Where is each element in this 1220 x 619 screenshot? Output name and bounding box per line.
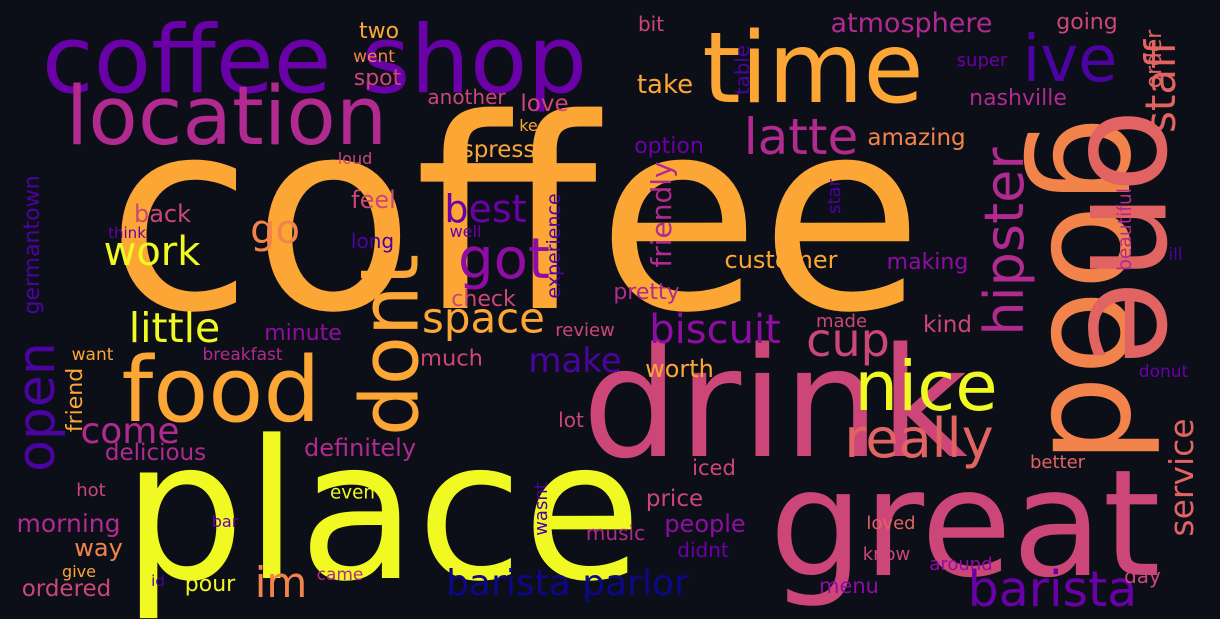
word-review: review	[555, 320, 615, 341]
word-germantown: germantown	[20, 175, 45, 315]
word-dont: dont	[343, 254, 437, 436]
word-even: even	[330, 482, 375, 504]
word-made: made	[815, 311, 868, 332]
word-price: price	[645, 486, 704, 512]
word-didnt: didnt	[677, 538, 729, 562]
word-location: location	[65, 70, 388, 164]
word-best: best	[444, 187, 527, 231]
word-think: think	[108, 224, 146, 242]
word-keep: keep	[519, 116, 558, 135]
word-ordered: ordered	[21, 576, 112, 602]
word-day: day	[1124, 564, 1161, 588]
word-morning: morning	[16, 509, 121, 538]
word-biscuit: biscuit	[649, 307, 781, 353]
word-go: go	[250, 207, 300, 253]
word-friendly: friendly	[645, 161, 678, 268]
word-breakfast: breakfast	[202, 345, 283, 365]
word-food: food	[121, 338, 321, 443]
word-drink: drink	[582, 315, 968, 492]
word-lot: lot	[558, 408, 584, 432]
word-love: love	[520, 91, 569, 117]
word-little: little	[128, 304, 221, 352]
word-order: order	[1142, 29, 1167, 89]
word-really: really	[844, 407, 994, 470]
word-donut: donut	[1138, 362, 1189, 382]
word-option: option	[634, 134, 704, 159]
word-long: long	[350, 229, 395, 253]
word-spot: spot	[353, 66, 402, 91]
word-take: take	[636, 70, 694, 100]
word-came: came	[316, 565, 364, 585]
word-iced: iced	[692, 456, 736, 480]
word-give: give	[62, 562, 96, 581]
word-definitely: definitely	[303, 434, 417, 462]
word-ive: ive	[1022, 23, 1118, 97]
word-delicious: delicious	[104, 440, 207, 466]
word-id: id	[151, 572, 165, 590]
word-bar: bar	[211, 512, 239, 531]
word-around: around	[929, 554, 993, 575]
word-making: making	[886, 250, 969, 275]
word-loved: loved	[866, 513, 916, 534]
word-much: much	[420, 345, 483, 372]
word-latte: latte	[743, 108, 859, 166]
word-time: time	[702, 12, 924, 126]
word-know: know	[862, 544, 911, 565]
word-ill: ill	[1168, 245, 1183, 265]
word-espresso: espresso	[447, 137, 550, 163]
word-hot: hot	[76, 480, 106, 501]
word-going: going	[1056, 10, 1118, 35]
word-atmosphere: atmosphere	[830, 8, 993, 39]
word-back: back	[133, 200, 192, 228]
word-bit: bit	[637, 12, 665, 36]
word-coffee-shop: coffee shop	[41, 6, 588, 115]
word-star: star	[824, 179, 845, 214]
word-great: great	[769, 438, 1161, 610]
word-wasnt: wasnt	[531, 482, 552, 536]
word-beautiful: beautiful	[1115, 188, 1137, 271]
word-pour: pour	[184, 572, 236, 597]
word-kind: kind	[923, 312, 972, 338]
word-one: one	[1057, 108, 1218, 366]
word-another: another	[427, 85, 506, 109]
word-feel: feel	[351, 186, 396, 214]
word-coffee: coffee	[106, 63, 924, 371]
word-worth: worth	[645, 355, 714, 383]
word-nashville: nashville	[969, 86, 1067, 111]
word-cup: cup	[806, 313, 890, 367]
word-work: work	[103, 229, 201, 275]
word-super: super	[956, 50, 1008, 71]
word-table: table	[731, 45, 755, 95]
word-loud: loud	[337, 149, 373, 168]
word-open: open	[7, 342, 67, 472]
word-customer: customer	[724, 246, 838, 274]
word-two: two	[358, 19, 400, 44]
word-way: way	[74, 534, 123, 562]
word-hipster: hipster	[973, 147, 1036, 336]
word-went: went	[353, 47, 395, 67]
word-people: people	[664, 510, 746, 538]
word-better: better	[1029, 452, 1086, 473]
word-well: well	[449, 222, 482, 241]
word-check: check	[451, 287, 516, 312]
word-pretty: pretty	[613, 280, 680, 305]
word-friend: friend	[63, 367, 88, 433]
word-come: come	[80, 411, 180, 452]
word-nice: nice	[854, 347, 998, 427]
word-experience: experience	[543, 193, 565, 299]
word-place: place	[122, 399, 642, 619]
word-barista-parlor: barista parlor	[446, 563, 689, 604]
word-minute: minute	[264, 321, 342, 346]
word-want: want	[71, 345, 114, 365]
word-music: music	[585, 521, 646, 545]
word-menu: menu	[819, 574, 879, 598]
word-got: got	[458, 226, 550, 292]
word-space: space	[422, 293, 545, 343]
word-barista: barista	[967, 561, 1138, 618]
word-im: im	[254, 558, 308, 607]
word-service: service	[1162, 418, 1201, 537]
word-make: make	[528, 341, 622, 381]
word-amazing: amazing	[867, 125, 966, 151]
